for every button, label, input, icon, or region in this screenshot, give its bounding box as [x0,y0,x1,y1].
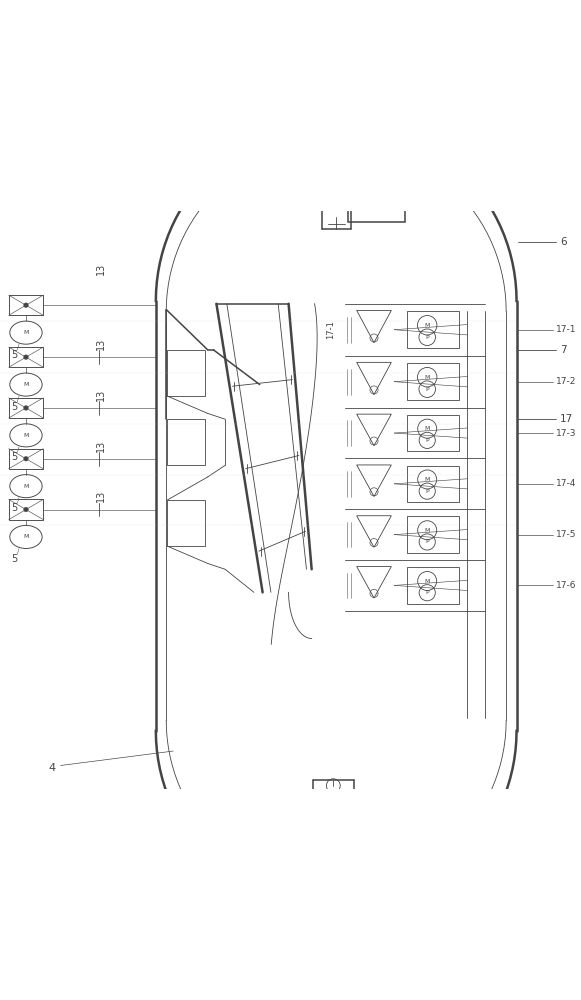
Text: M: M [23,330,28,335]
Text: 17: 17 [560,414,573,424]
Bar [407,516,460,553]
Text: 5: 5 [11,402,17,412]
Text: 17-2: 17-2 [556,377,576,386]
Circle shape [24,355,28,359]
Bar [9,295,44,315]
Text: M: M [425,426,430,431]
Text: P: P [425,387,429,392]
Text: 5: 5 [11,452,17,462]
Text: M: M [23,382,28,387]
Bar [167,350,205,396]
Text: 17-5: 17-5 [556,530,576,539]
Text: 13: 13 [96,263,106,275]
Text: 17-1: 17-1 [556,325,576,334]
Text: 5: 5 [11,350,17,360]
Text: 6: 6 [560,237,566,247]
Text: 17-4: 17-4 [556,479,576,488]
Text: M: M [425,528,430,533]
Bar [407,415,460,451]
Text: 5: 5 [11,554,17,564]
Bar [9,347,44,367]
Bar [407,311,460,348]
Text: 13: 13 [96,439,106,452]
Text: 7: 7 [560,345,566,355]
Bar [167,419,205,465]
Bar [407,466,460,502]
Text: M: M [23,534,28,539]
Bar [348,184,406,222]
Text: 13: 13 [96,388,106,401]
Text: M: M [425,477,430,482]
Bar [9,398,44,418]
Text: P: P [425,335,429,340]
Text: 13: 13 [96,338,106,350]
Text: 17-3: 17-3 [556,429,576,438]
Text: 17-6: 17-6 [556,581,576,590]
Text: 17-1: 17-1 [326,320,335,339]
Circle shape [24,507,28,512]
Bar [167,500,205,546]
Text: P: P [425,438,429,443]
Text: M: M [425,375,430,380]
Text: P: P [425,489,429,494]
Bar [9,499,44,520]
Circle shape [24,456,28,461]
Text: P: P [425,590,429,595]
Bar [9,449,44,469]
Bar [407,567,460,604]
Text: M: M [23,433,28,438]
Text: M: M [425,323,430,328]
Text: 13: 13 [96,490,106,502]
Text: M: M [425,579,430,584]
Circle shape [24,406,28,410]
Text: P: P [425,539,429,544]
Text: 5: 5 [11,503,17,513]
Bar [407,363,460,400]
Text: M: M [23,484,28,489]
Text: 4: 4 [48,763,56,773]
Circle shape [24,303,28,308]
